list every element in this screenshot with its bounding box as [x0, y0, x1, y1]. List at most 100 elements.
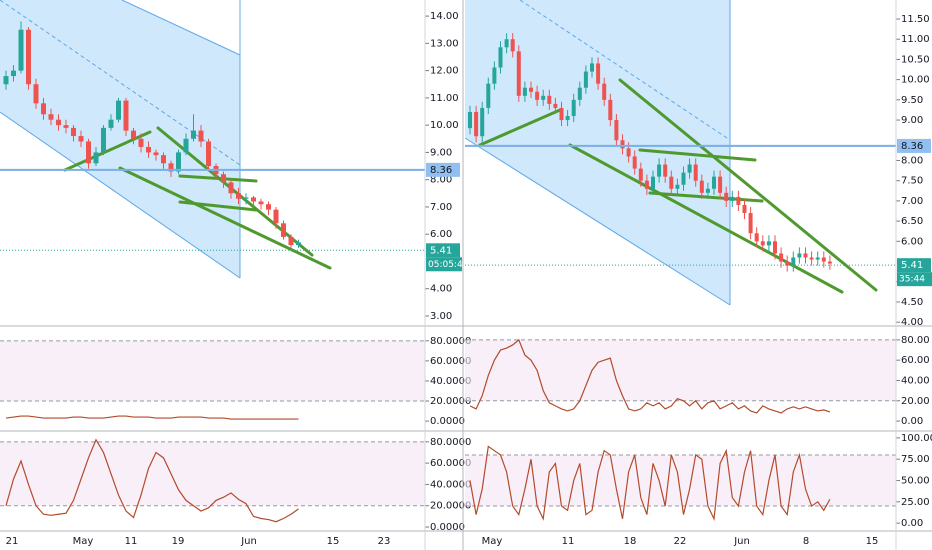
candle-body	[724, 192, 729, 201]
candle-body	[498, 47, 503, 68]
candle-body	[266, 204, 271, 210]
candle-body	[773, 241, 777, 254]
candle-body	[161, 155, 166, 164]
candle-body	[803, 253, 808, 258]
y-tick-label: 6.50	[901, 216, 923, 227]
candle-body	[101, 127, 106, 153]
candle-body	[486, 83, 491, 108]
y-tick-label: 80.0000	[430, 336, 471, 347]
candle-body	[675, 184, 680, 189]
price-tag	[897, 138, 931, 153]
y-tick-label: 0.0000	[430, 416, 465, 427]
y-tick-label: 4.00	[430, 284, 452, 295]
oscillator-line	[5, 438, 299, 523]
x-tick-label: 11	[125, 536, 138, 547]
y-tick-label: 50.00	[901, 476, 930, 487]
price-tag	[426, 243, 460, 258]
candle-body	[71, 127, 76, 137]
y-tick-label: 3.00	[430, 311, 452, 322]
candle-body	[602, 83, 607, 100]
candle-body	[78, 136, 84, 142]
x-tick-label: 21	[6, 536, 19, 547]
candle-body	[632, 156, 637, 169]
candle-body	[821, 257, 826, 262]
candle-body	[809, 257, 814, 260]
candle-body	[535, 91, 540, 100]
trend-line	[638, 148, 757, 162]
candle-body	[183, 138, 189, 153]
channel-fill	[465, 0, 730, 305]
candle-body	[547, 95, 552, 104]
candle-body	[176, 152, 181, 172]
y-tick-label: 7.50	[901, 176, 923, 187]
countdown: 05:05:43	[428, 260, 468, 270]
trend-line	[648, 191, 764, 203]
countdown: 35:44	[899, 275, 925, 285]
y-tick-label: 0.00	[901, 416, 923, 427]
y-tick-label: 11.50	[901, 14, 930, 25]
candle-body	[669, 176, 674, 189]
y-tick-label: 13.00	[430, 38, 459, 49]
y-tick-label: 40.0000	[430, 479, 471, 490]
candle-body	[41, 103, 46, 115]
x-tick-label: May	[73, 536, 94, 547]
candle-body	[785, 261, 790, 266]
candle-body	[138, 138, 144, 147]
band-fill	[465, 339, 896, 401]
candle-body	[571, 99, 576, 117]
candle-body	[3, 76, 9, 85]
x-tick-label: 18	[624, 536, 637, 547]
candle-body	[504, 39, 509, 48]
candle-body	[529, 87, 533, 92]
countdown-tag	[897, 272, 932, 287]
band-fill	[465, 454, 896, 507]
candle-body	[797, 253, 802, 258]
candle-body	[296, 242, 301, 246]
candle-body	[693, 164, 698, 181]
candle-body	[48, 114, 54, 120]
y-tick-label: 100.00	[901, 433, 932, 444]
candle-body	[760, 241, 765, 246]
y-tick-label: 10.50	[901, 54, 930, 65]
candle-body	[522, 87, 527, 96]
y-tick-label: 0.0000	[430, 522, 465, 533]
candle-body	[108, 119, 114, 128]
price-tag-label: 8.36	[430, 165, 452, 176]
candle-body	[146, 146, 151, 153]
trend-line	[478, 108, 562, 147]
candle-body	[191, 130, 196, 139]
candle-body	[644, 180, 649, 189]
trend-line	[118, 166, 332, 270]
candle-body	[228, 182, 234, 194]
y-tick-label: 9.50	[901, 95, 923, 106]
candle-body	[86, 141, 91, 164]
y-tick-label: 6.00	[901, 236, 923, 247]
y-tick-label: 20.0000	[430, 396, 471, 407]
candle-body	[638, 168, 643, 181]
candle-body	[827, 261, 832, 264]
y-tick-label: 9.00	[430, 147, 452, 158]
y-tick-label: 10.00	[901, 75, 930, 86]
price-tag-label: 5.41	[430, 245, 452, 256]
candle-body	[748, 213, 753, 234]
candle-body	[583, 71, 588, 88]
x-tick-label: May	[482, 536, 503, 547]
x-tick-label: 11	[562, 536, 575, 547]
price-tag	[897, 258, 931, 273]
candle-body	[699, 180, 704, 193]
x-tick-label: 15	[327, 536, 340, 547]
candle-body	[608, 99, 613, 121]
y-tick-label: 14.00	[430, 11, 459, 22]
candle-body	[153, 152, 159, 156]
y-tick-label: 11.00	[430, 93, 459, 104]
candle-body	[620, 140, 625, 149]
oscillator-line	[469, 338, 831, 414]
y-tick-label: 80.0000	[430, 437, 471, 448]
candle-body	[221, 174, 226, 183]
candle-body	[614, 120, 619, 141]
candle-body	[468, 111, 472, 129]
y-tick-label: 75.00	[901, 454, 930, 465]
candle-body	[480, 107, 485, 137]
y-tick-label: 60.0000	[430, 356, 471, 367]
candle-body	[596, 63, 601, 84]
